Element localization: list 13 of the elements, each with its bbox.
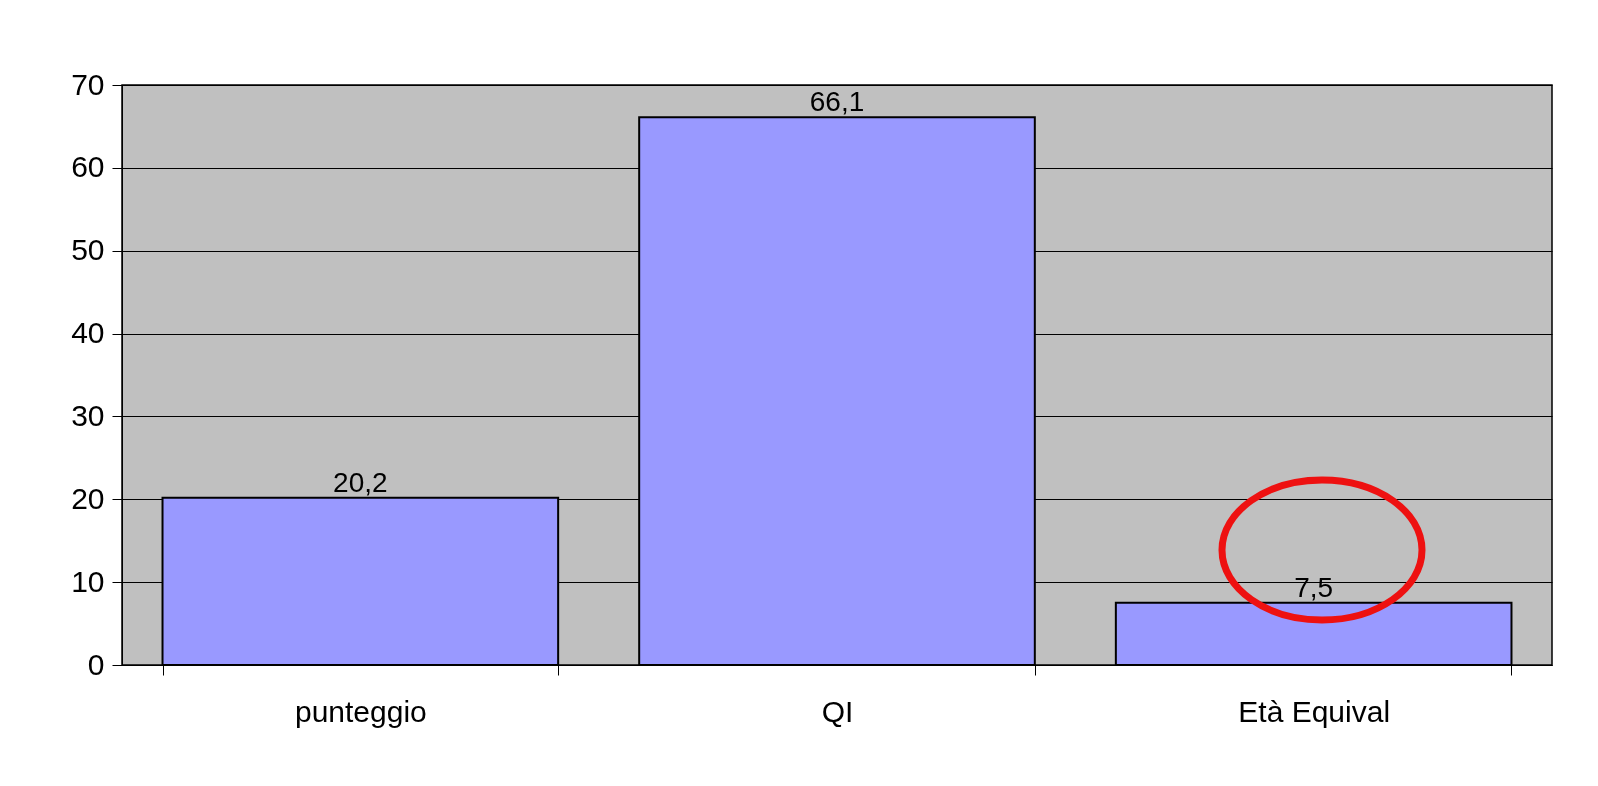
y-tick-label: 20 <box>71 481 105 515</box>
data-label: 66,1 <box>809 86 865 118</box>
y-tick-label: 40 <box>71 316 105 350</box>
y-tick-label: 10 <box>71 564 105 598</box>
x-tick-label: punteggio <box>294 694 427 728</box>
x-tick-label: Età Equival <box>1238 694 1391 728</box>
data-label: 20,2 <box>333 466 388 498</box>
y-tick-label: 70 <box>71 67 105 101</box>
y-tick-label: 0 <box>87 647 105 681</box>
x-tick-label: QI <box>821 694 854 728</box>
y-tick-label: 50 <box>71 233 105 267</box>
y-tick-label: 60 <box>71 150 105 184</box>
y-tick-label: 30 <box>71 398 105 432</box>
